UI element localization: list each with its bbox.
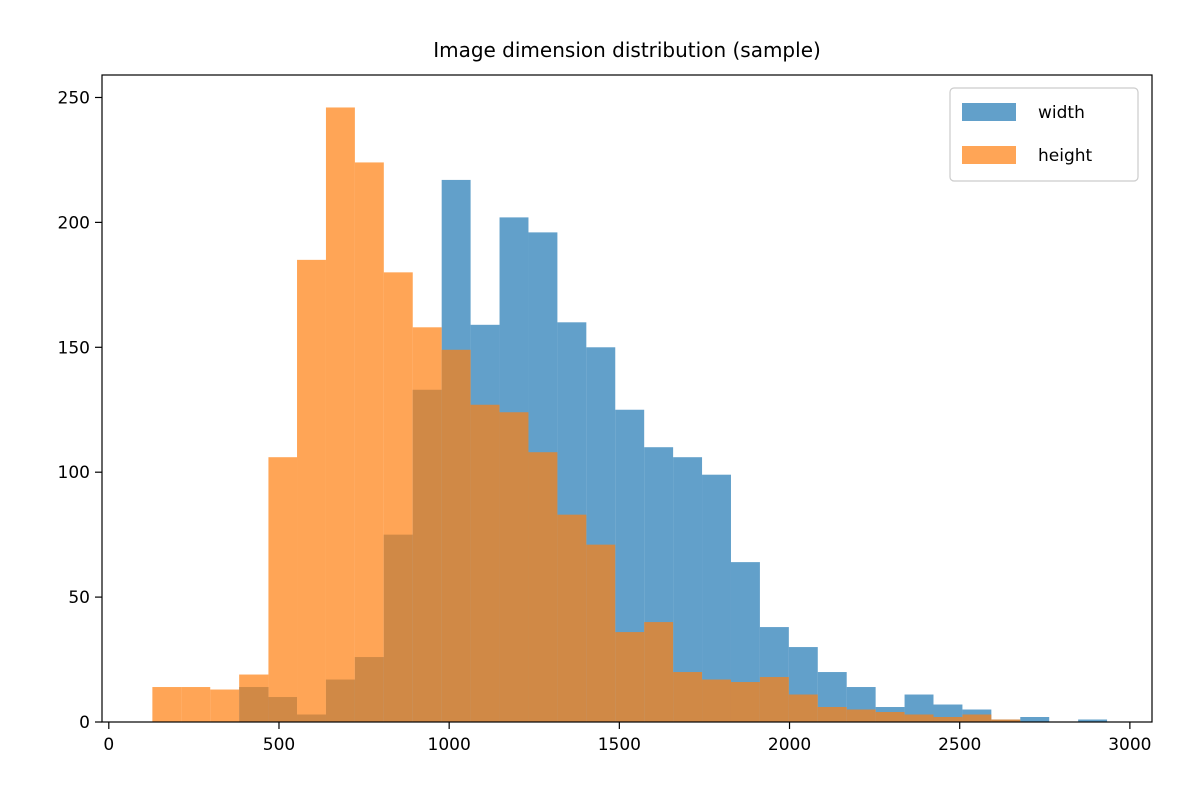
bar-height-14 bbox=[557, 514, 587, 722]
bar-height-21 bbox=[759, 677, 789, 722]
bar-height-11 bbox=[470, 404, 500, 722]
legend-label-width: width bbox=[1038, 103, 1085, 123]
series-height-bars bbox=[152, 107, 1021, 722]
legend-box bbox=[949, 87, 1139, 182]
bar-height-28 bbox=[962, 714, 992, 722]
bar-height-2 bbox=[210, 689, 240, 722]
y-tick-label: 200 bbox=[58, 213, 90, 233]
legend-swatch-width bbox=[962, 103, 1016, 121]
bar-width-29 bbox=[1078, 719, 1108, 722]
x-tick-label: 2000 bbox=[768, 735, 811, 755]
x-tick-label: 2500 bbox=[938, 735, 981, 755]
bar-height-0 bbox=[152, 687, 182, 722]
legend-label-height: height bbox=[1038, 146, 1093, 166]
plot-frame bbox=[101, 74, 1153, 723]
x-tick-label: 1500 bbox=[598, 735, 641, 755]
y-tick-label: 0 bbox=[79, 713, 90, 733]
bar-height-6 bbox=[325, 107, 355, 722]
x-tick-label: 0 bbox=[103, 735, 114, 755]
bar-height-19 bbox=[702, 679, 731, 722]
bar-height-4 bbox=[268, 457, 298, 722]
bar-height-22 bbox=[788, 694, 818, 722]
bar-height-27 bbox=[933, 717, 963, 722]
legend-swatch-height bbox=[962, 146, 1016, 164]
y-tick-label: 50 bbox=[68, 588, 90, 608]
x-axis: 0 500 1000 1500 2000 2500 3000 bbox=[103, 722, 1152, 755]
y-tick-label: 100 bbox=[58, 463, 90, 483]
bar-height-1 bbox=[181, 687, 211, 722]
x-tick-label: 1000 bbox=[428, 735, 471, 755]
bar-height-20 bbox=[730, 682, 760, 722]
chart-title: Image dimension distribution (sample) bbox=[433, 38, 821, 62]
bar-height-23 bbox=[817, 707, 847, 722]
bar-height-25 bbox=[875, 712, 905, 722]
bar-height-8 bbox=[383, 272, 413, 722]
bar-height-12 bbox=[499, 412, 529, 722]
y-tick-label: 150 bbox=[58, 338, 90, 358]
x-tick-label: 500 bbox=[263, 735, 295, 755]
bar-height-29 bbox=[991, 719, 1021, 722]
legend: width height bbox=[949, 87, 1139, 182]
y-tick-label: 250 bbox=[58, 88, 90, 108]
bar-height-9 bbox=[412, 327, 442, 722]
bar-height-18 bbox=[673, 672, 703, 722]
bar-width-27 bbox=[1020, 717, 1050, 722]
y-axis: 0 50 100 150 200 250 bbox=[58, 88, 102, 733]
bar-height-7 bbox=[354, 162, 384, 722]
bar-height-17 bbox=[644, 622, 674, 722]
bar-height-26 bbox=[904, 714, 934, 722]
bar-height-24 bbox=[846, 709, 876, 722]
bar-height-13 bbox=[528, 452, 558, 722]
x-tick-label: 3000 bbox=[1108, 735, 1151, 755]
bar-height-10 bbox=[441, 349, 471, 722]
bar-height-3 bbox=[239, 674, 269, 722]
bar-height-15 bbox=[586, 544, 616, 722]
bar-height-5 bbox=[297, 259, 326, 722]
bar-height-16 bbox=[615, 632, 645, 722]
